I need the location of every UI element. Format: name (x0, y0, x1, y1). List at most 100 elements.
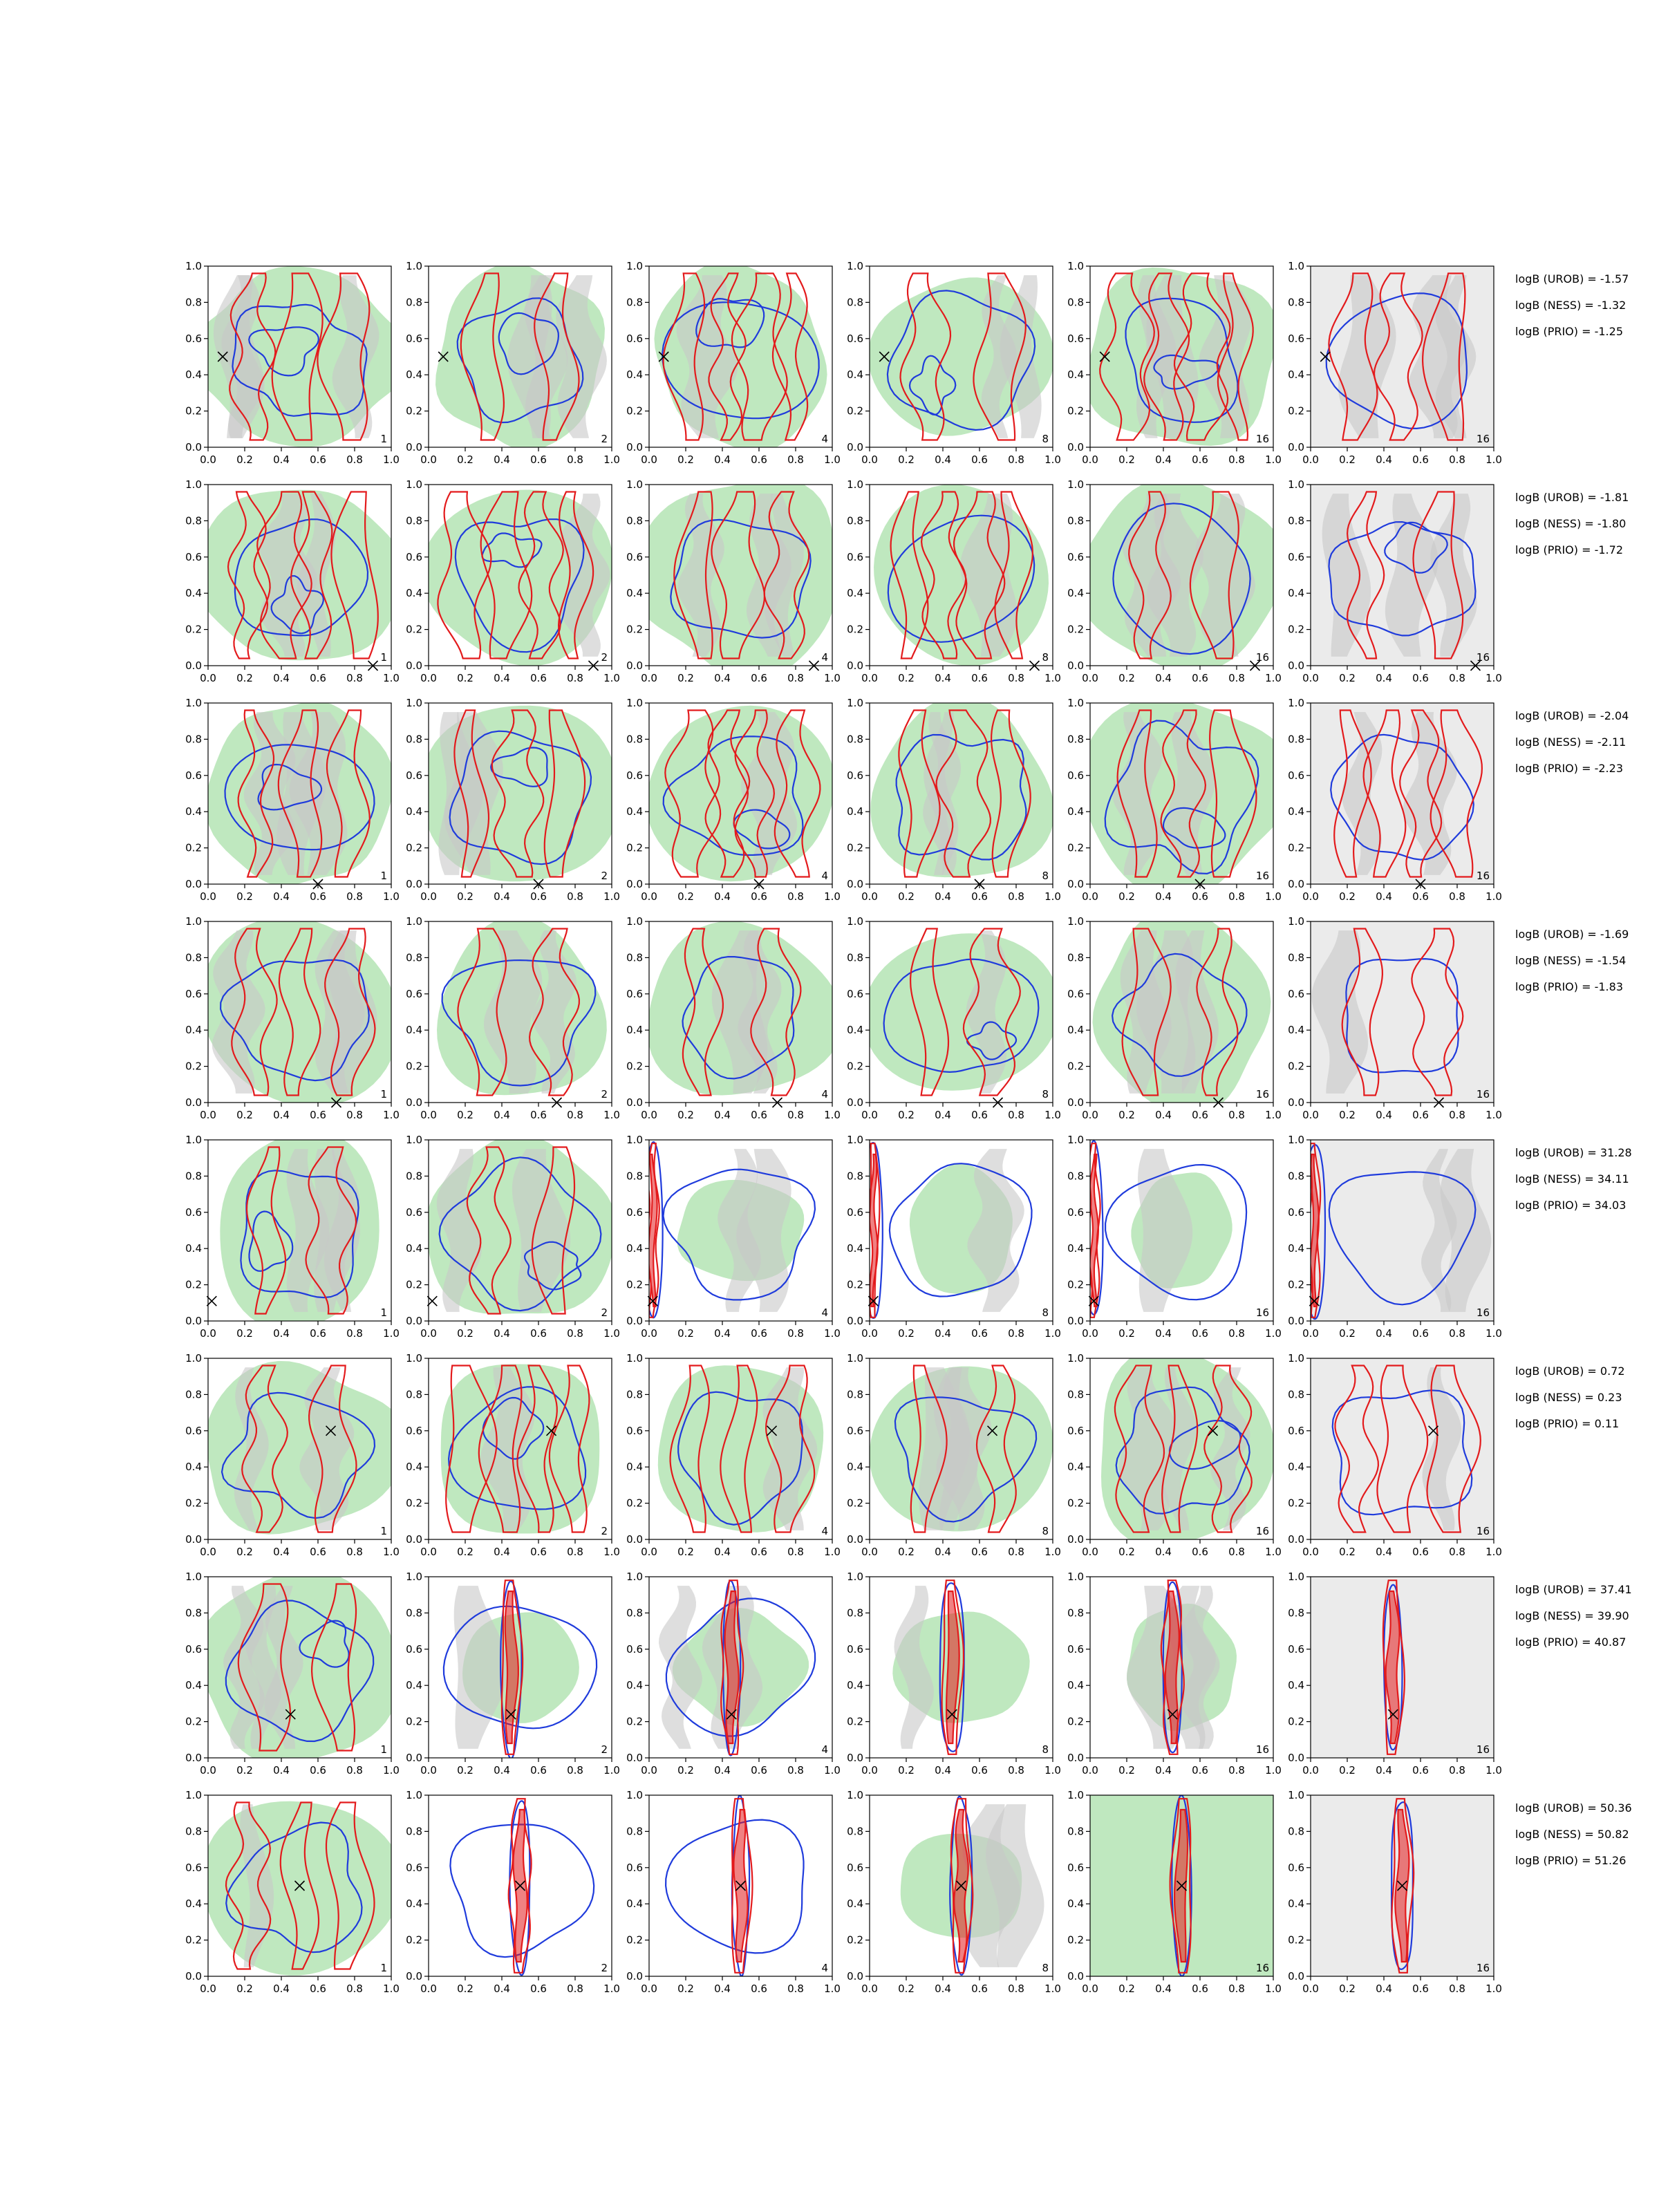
red-contour (325, 1801, 375, 1970)
y-tick-label: 0.4 (1288, 1679, 1304, 1691)
true-point-marker (658, 351, 669, 362)
y-tick-label: 0.4 (847, 1897, 863, 1910)
x-tick-label: 0.2 (1339, 1109, 1356, 1121)
red-contour (245, 1146, 287, 1315)
y-tick-label: 0.6 (185, 1425, 202, 1437)
x-tick-label: 1.0 (603, 672, 620, 684)
panel-frame (648, 1576, 833, 1759)
red-contour (898, 709, 941, 878)
true-point-marker (766, 1425, 778, 1436)
gray-region (1146, 275, 1199, 438)
panel-contours (208, 1795, 391, 1976)
gray-region (1440, 1149, 1492, 1312)
x-tick-label: 0.0 (861, 1764, 878, 1777)
blue-contour (240, 1170, 359, 1299)
y-tick-label: 0.4 (185, 1897, 202, 1910)
y-tick-label: 0.0 (406, 1970, 422, 1983)
blue-contour (1330, 733, 1474, 861)
red-contour (910, 1365, 948, 1533)
x-tick-label: 0.4 (1155, 890, 1172, 903)
blue-contour (883, 958, 1040, 1074)
x-tick-label: 0.6 (1412, 672, 1429, 684)
red-contour (1160, 709, 1207, 878)
red-contour (765, 1365, 816, 1533)
logb-annotation: logB (UROB) = -1.69 (1515, 928, 1629, 941)
y-tick-label: 1.0 (1288, 915, 1304, 928)
panel-frame (869, 1794, 1053, 1977)
y-tick-label: 0.2 (406, 1279, 422, 1291)
panel-frame (648, 921, 833, 1103)
panel-r8-c1: 0.00.0 0.2 0.2 0.4 0.4 0.6 0.6 0.8 0.8 1.0 1.0 1 (185, 1789, 400, 1995)
logb-annotation: logB (NESS) = 34.11 (1515, 1172, 1629, 1185)
x-tick-label: 1.0 (383, 672, 400, 684)
panel-r8-c4: 0.00.0 0.2 0.2 0.4 0.4 0.6 0.6 0.8 0.8 1.0 1.0 8 (847, 1789, 1061, 1995)
red-contour (445, 1365, 498, 1533)
red-contour (750, 928, 802, 1096)
panel-corner-label: 4 (821, 1743, 828, 1756)
blue-contour (888, 1163, 1033, 1297)
x-tick-label: 0.4 (714, 1546, 731, 1558)
y-tick-label: 0.2 (1067, 1497, 1084, 1510)
x-tick-label: 1.0 (1044, 1983, 1061, 1995)
y-tick-label: 0.4 (406, 1679, 422, 1691)
y-tick-label: 0.0 (626, 1970, 643, 1983)
red-contour (1334, 1365, 1380, 1533)
x-tick-label: 0.2 (1118, 1546, 1135, 1558)
y-tick-label: 0.2 (1067, 405, 1084, 418)
red-contour (920, 491, 967, 659)
y-tick-label: 0.4 (1288, 805, 1304, 818)
x-tick-label: 0.0 (861, 1983, 878, 1995)
y-tick-label: 0.8 (185, 1388, 202, 1400)
blue-contour (1171, 1795, 1192, 1976)
x-tick-label: 0.6 (971, 1764, 988, 1777)
blue-contour (221, 1391, 376, 1519)
panel-frame (869, 702, 1053, 885)
red-contour (870, 1153, 879, 1308)
x-tick-label: 0.8 (787, 1109, 804, 1121)
x-tick-label: 1.0 (603, 453, 620, 466)
red-contour (1164, 1590, 1180, 1745)
blue-contour (441, 959, 597, 1087)
x-tick-label: 1.0 (1485, 1109, 1502, 1121)
panel-corner-label: 4 (821, 1306, 828, 1319)
y-tick-label: 1.0 (847, 1352, 863, 1365)
y-tick-label: 1.0 (847, 260, 863, 272)
x-tick-label: 0.2 (1339, 1983, 1356, 1995)
red-contour (1430, 709, 1483, 878)
x-tick-label: 0.2 (1118, 890, 1135, 903)
panel-r4-c1: 0.00.0 0.2 0.2 0.4 0.4 0.6 0.6 0.8 0.8 1.0 1.0 1 (185, 915, 400, 1121)
blue-contour (225, 1821, 363, 1953)
panel-r4-c3: 0.00.0 0.2 0.2 0.4 0.4 0.6 0.6 0.8 0.8 1.0 1.0 4 (626, 915, 841, 1121)
x-tick-label: 0.6 (751, 672, 767, 684)
x-tick-label: 0.2 (236, 672, 253, 684)
y-tick-label: 0.0 (1067, 659, 1084, 672)
y-tick-label: 0.2 (185, 1934, 202, 1947)
y-tick-label: 0.6 (406, 988, 422, 1000)
y-tick-label: 0.4 (1067, 587, 1084, 599)
panel-frame (1310, 702, 1494, 885)
red-contour (720, 1580, 744, 1755)
y-tick-label: 1.0 (185, 697, 202, 709)
panel-r1-c4: 0.00.0 0.2 0.2 0.4 0.4 0.6 0.6 0.8 0.8 1.0 1.0 8 (847, 260, 1061, 466)
red-contour (491, 709, 545, 878)
panel-corner-label: 2 (601, 870, 608, 882)
red-contour (277, 709, 323, 878)
x-tick-label: 1.0 (383, 1764, 400, 1777)
red-contour (237, 709, 275, 878)
red-contour (1114, 1365, 1165, 1533)
panel-frame (428, 1358, 612, 1540)
x-tick-label: 0.0 (861, 1327, 878, 1340)
y-tick-label: 1.0 (1067, 478, 1084, 491)
y-tick-label: 0.6 (847, 1206, 863, 1219)
red-contour (994, 491, 1033, 659)
x-tick-label: 0.8 (1449, 890, 1465, 903)
panel-r5-c3: 0.00.0 0.2 0.2 0.4 0.4 0.6 0.6 0.8 0.8 1.0 1.0 4 (626, 1134, 841, 1340)
x-tick-label: 0.6 (530, 1764, 547, 1777)
panel-contours (429, 266, 612, 447)
true-point-marker (325, 1425, 337, 1436)
y-tick-label: 0.6 (185, 1206, 202, 1219)
blue-contour (490, 747, 548, 787)
x-tick-label: 1.0 (824, 1109, 841, 1121)
y-tick-label: 0.0 (1288, 1315, 1304, 1327)
true-point-marker (285, 1709, 296, 1720)
